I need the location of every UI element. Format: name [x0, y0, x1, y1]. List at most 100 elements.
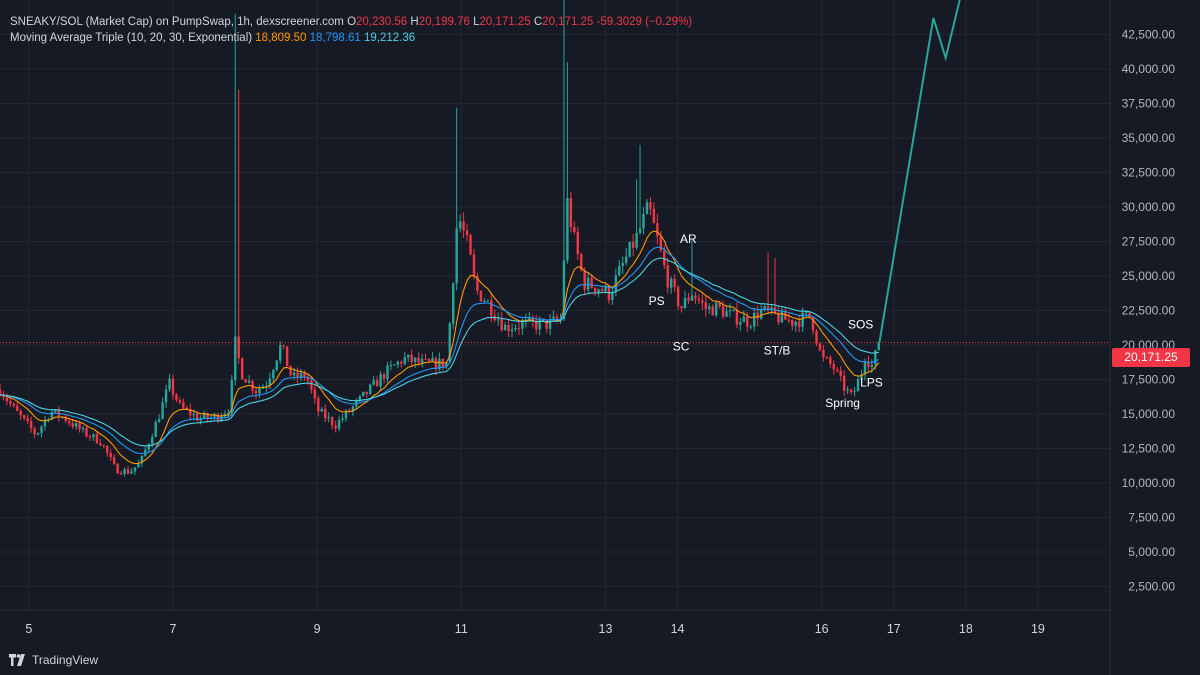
candle-body — [16, 405, 19, 412]
tradingview-logo-icon — [9, 654, 25, 666]
candle-body — [133, 467, 137, 472]
candle-body — [420, 358, 424, 363]
x-tick-label: 5 — [25, 622, 32, 636]
candle-body — [804, 312, 808, 314]
candle-body — [327, 417, 330, 419]
candle-body — [773, 307, 777, 314]
candle-body — [631, 241, 635, 248]
candle-body — [234, 336, 237, 381]
candle-body — [227, 413, 230, 415]
candle-body — [510, 329, 514, 332]
candle-body — [81, 427, 85, 430]
candle-body — [794, 321, 797, 326]
candle-body — [258, 388, 261, 394]
high-value: 20,199.76 — [418, 16, 470, 28]
ema-30-line — [0, 257, 879, 447]
candle-body — [496, 319, 500, 321]
candle-body — [299, 372, 303, 378]
candle-body — [168, 378, 171, 390]
candle-body — [787, 319, 791, 321]
candle-body — [753, 312, 756, 327]
candle-body — [386, 365, 389, 379]
candle-body — [0, 389, 2, 395]
candle-body — [521, 321, 524, 329]
candle-body — [67, 421, 71, 424]
y-tick-label: 5,000.00 — [1128, 545, 1175, 559]
candle-body — [137, 463, 140, 468]
candle-body — [860, 374, 863, 380]
tradingview-brand[interactable]: TradingView — [9, 653, 98, 667]
y-tick-label: 12,500.00 — [1122, 442, 1176, 456]
y-tick-label: 10,000.00 — [1122, 476, 1176, 490]
candle-body — [548, 318, 552, 329]
candle-body — [566, 198, 569, 261]
candle-body — [424, 358, 427, 360]
candle-body — [19, 411, 22, 416]
candle-body — [576, 232, 579, 255]
candle-body — [189, 408, 192, 416]
candle-body — [64, 416, 67, 422]
candle-body — [106, 445, 109, 453]
candle-body — [472, 254, 476, 277]
candle-body — [683, 297, 687, 309]
candle-body — [182, 402, 185, 408]
price-axis[interactable]: 2,500.00 5,000.00 7,500.00 10,000.00 12,500.… — [1122, 28, 1176, 594]
time-axis[interactable]: 5 7 9 11 13 14 16 17 18 19 — [25, 622, 1045, 636]
candle-body — [555, 316, 559, 320]
open-label: O — [347, 16, 357, 28]
candle-body — [92, 434, 95, 438]
candle-body — [490, 300, 493, 316]
candle-body — [382, 374, 386, 379]
candle-body — [673, 278, 676, 287]
candle-body — [216, 414, 220, 421]
candle-body — [517, 328, 521, 330]
candle-body — [140, 455, 144, 464]
candle-body — [849, 389, 853, 392]
candle-body — [36, 433, 40, 435]
candle-body — [448, 323, 451, 363]
candle-body — [514, 328, 517, 330]
candle-body — [535, 321, 538, 330]
candle-body — [808, 312, 811, 317]
candle-body — [362, 391, 365, 396]
candle-body — [649, 202, 652, 209]
candle-body — [268, 378, 272, 386]
candle-body — [78, 423, 81, 430]
candle-body — [445, 362, 448, 368]
x-tick-label: 11 — [455, 622, 468, 636]
candle-body — [403, 357, 407, 364]
candle-body — [586, 277, 590, 290]
y-tick-label: 2,500.00 — [1128, 580, 1175, 594]
y-tick-label: 7,500.00 — [1128, 511, 1175, 525]
candle-body — [240, 358, 244, 380]
y-tick-label: 32,500.00 — [1122, 166, 1176, 180]
candle-body — [393, 364, 396, 366]
candle-body — [663, 250, 666, 266]
candle-body — [763, 306, 766, 309]
candle-body — [195, 414, 199, 421]
candle-body — [47, 419, 50, 421]
candle-body — [154, 421, 157, 438]
candle-body — [832, 363, 836, 370]
candle-body — [573, 227, 576, 233]
candle-body — [54, 409, 57, 412]
candle-body — [690, 295, 694, 301]
candle-body — [320, 408, 323, 412]
candle-body — [85, 427, 88, 437]
candle-body — [659, 236, 663, 251]
candle-body — [303, 372, 306, 378]
y-tick-label: 42,500.00 — [1122, 28, 1176, 42]
candle-body — [839, 370, 842, 376]
x-tick-label: 19 — [1031, 622, 1045, 636]
candle-body — [625, 256, 628, 263]
candle-body — [434, 358, 438, 370]
chart-grid — [0, 0, 1111, 675]
annotation-ps: PS — [649, 294, 665, 308]
candle-body — [458, 221, 462, 229]
candle-body — [853, 391, 856, 393]
candle-body — [123, 469, 126, 475]
candle-body — [714, 302, 718, 316]
candle-body — [40, 426, 43, 434]
candle-body — [33, 428, 36, 435]
